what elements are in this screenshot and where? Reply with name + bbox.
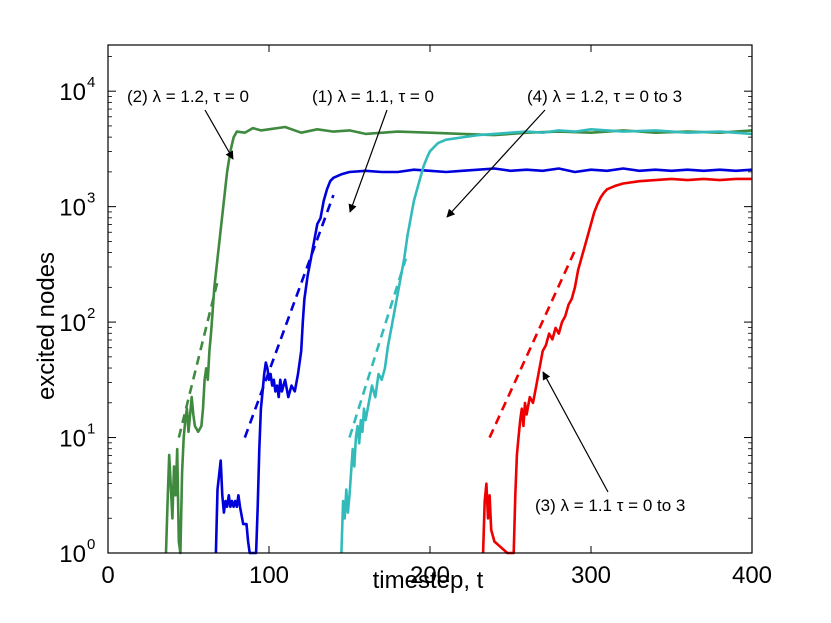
fit-line-4 (488, 246, 578, 439)
y-tick-label: 10 (59, 79, 86, 106)
annotation-label-3: (3) λ = 1.1 τ = 0 to 3 (535, 496, 685, 515)
x-tick-label: 200 (410, 562, 450, 589)
series-line-1 (164, 125, 753, 555)
annotation-arrow-3 (542, 371, 609, 493)
y-tick-label: 10 (59, 310, 86, 337)
y-tick-exponent: 1 (87, 421, 95, 438)
x-tick-label: 400 (732, 562, 772, 589)
annotation-arrow-2 (204, 109, 234, 160)
y-tick-label: 10 (59, 426, 86, 453)
annotation-label-4: (4) λ = 1.2, τ = 0 to 3 (527, 87, 682, 106)
annotation-arrow-1 (348, 109, 388, 213)
x-tick-label: 0 (101, 562, 114, 589)
y-tick-exponent: 3 (87, 190, 95, 207)
y-axis-label: excited nodes (33, 252, 60, 400)
y-tick-exponent: 4 (87, 74, 95, 91)
annotation-label-1: (1) λ = 1.1, τ = 0 (312, 87, 434, 106)
series-line-2 (214, 167, 753, 555)
y-tick-label: 10 (59, 541, 86, 568)
annotation-label-2: (2) λ = 1.2, τ = 0 (127, 87, 249, 106)
y-tick-label: 10 (59, 195, 86, 222)
x-tick-label: 300 (571, 562, 611, 589)
y-tick-exponent: 0 (87, 536, 95, 553)
fit-line-1 (177, 281, 219, 438)
x-axis-label: timestep, t (373, 567, 484, 594)
x-tick-label: 100 (249, 562, 289, 589)
annotation-arrow-4 (446, 109, 546, 218)
series-line-3 (340, 128, 753, 554)
fit-line-2 (243, 194, 335, 438)
y-tick-exponent: 2 (87, 305, 95, 322)
fit-line-3 (348, 258, 408, 438)
